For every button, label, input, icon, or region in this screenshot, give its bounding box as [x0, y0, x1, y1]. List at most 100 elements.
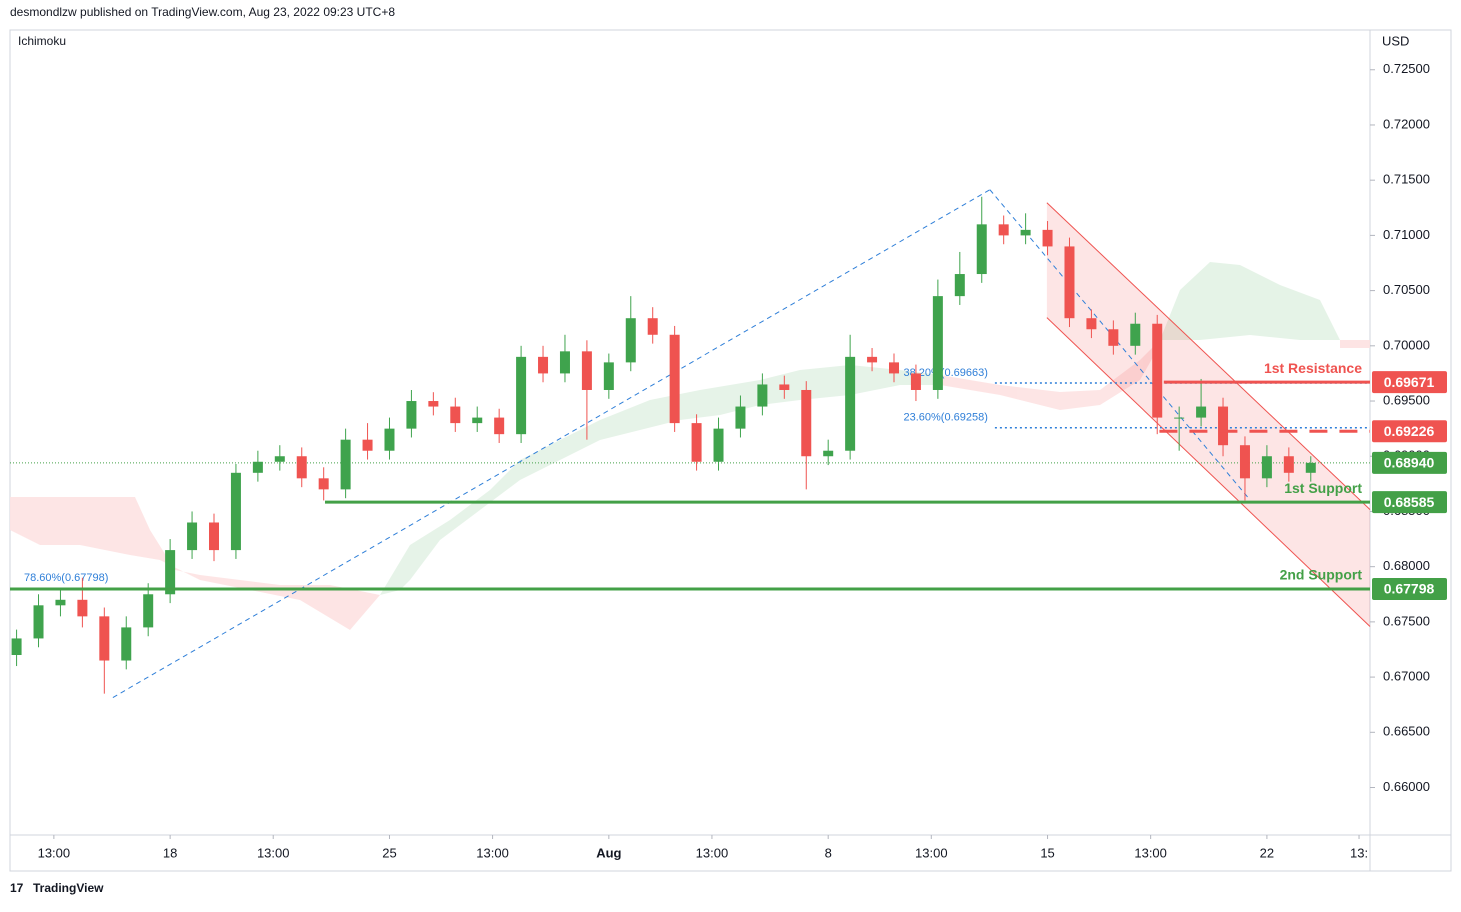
candle-body: [1042, 229, 1053, 247]
candle-body: [187, 522, 198, 551]
x-tick-label: 25: [382, 845, 396, 860]
y-tick-label: 0.70500: [1383, 282, 1430, 297]
candle-body: [209, 522, 219, 551]
price-box: [1372, 491, 1447, 514]
candle-body: [143, 594, 154, 628]
candle-body: [559, 351, 570, 374]
y-tick-label: 0.67500: [1383, 613, 1430, 628]
candle-body: [1283, 456, 1294, 473]
candle-body: [55, 599, 66, 606]
cloud-green: [380, 365, 940, 595]
candle-body: [1218, 406, 1229, 446]
y-tick-label: 0.71000: [1383, 227, 1430, 242]
x-tick-label: 13:00: [257, 845, 290, 860]
level-name: 2nd Support: [1280, 567, 1363, 583]
candle-body: [1196, 406, 1207, 418]
cloud-red: [940, 340, 1160, 410]
candle-body: [450, 406, 461, 424]
price-box-label: 0.69226: [1384, 423, 1435, 439]
candle-body: [823, 450, 834, 457]
y-tick-label: 0.72000: [1383, 116, 1430, 131]
x-tick-label: 13:00: [476, 845, 509, 860]
candle-body: [1174, 417, 1185, 419]
candle-body: [1064, 246, 1075, 319]
level-name: 1st Resistance: [1264, 360, 1362, 376]
frame: [9, 29, 1452, 872]
candle-body: [1108, 329, 1119, 346]
candle-body: [889, 362, 899, 374]
fib-label: 38.20%(0.69663): [903, 367, 987, 379]
candle-body: [538, 356, 549, 374]
candle-body: [998, 224, 1009, 236]
candle-body: [779, 384, 790, 390]
y-tick-label: 0.67000: [1383, 669, 1430, 684]
candle-body: [845, 356, 856, 451]
x-tick-label: Aug: [596, 845, 621, 860]
price-box-label: 0.67798: [1384, 581, 1435, 597]
price-box: [1372, 371, 1447, 394]
candle-body: [713, 428, 724, 462]
y-tick-label: 0.66000: [1383, 779, 1430, 794]
candle-body: [384, 428, 395, 451]
candle-body: [121, 627, 132, 661]
candle-body: [99, 616, 110, 661]
footer-brand: TradingView: [33, 881, 104, 895]
candle-body: [406, 401, 417, 429]
publisher: desmondlzw published on TradingView.com,…: [10, 5, 395, 19]
candle-body: [472, 417, 483, 424]
y-tick-label: 0.72500: [1383, 61, 1430, 76]
channel-fill: [1046, 202, 1370, 627]
y-tick-label: 0.70000: [1383, 337, 1430, 352]
y-tick-label: 0.69500: [1383, 392, 1430, 407]
candle-body: [165, 550, 176, 595]
candle-body: [428, 401, 439, 407]
x-tick-label: 13:00: [1134, 845, 1167, 860]
price-box: [1372, 451, 1447, 474]
x-tick-label: 13:00: [38, 845, 71, 860]
cloud-green: [1160, 262, 1340, 340]
candle-body: [647, 318, 658, 335]
price-box: [1372, 577, 1447, 600]
candle-body: [603, 362, 614, 390]
price-box-label: 0.69671: [1384, 374, 1435, 390]
candle-body: [625, 318, 636, 363]
x-tick-label: 18: [163, 845, 177, 860]
candle-body: [230, 472, 241, 551]
candle-body: [318, 478, 329, 490]
candle-body: [11, 638, 22, 656]
candle-body: [252, 461, 263, 473]
x-tick-label: 8: [825, 845, 832, 860]
x-tick-label: 13:00: [915, 845, 948, 860]
x-tick-label: 15: [1040, 845, 1054, 860]
price-box-label: 0.68585: [1384, 494, 1435, 510]
candle-body: [1130, 323, 1141, 346]
price-box: [1372, 420, 1447, 443]
candle-body: [1020, 229, 1031, 236]
candle-body: [494, 417, 505, 435]
candle-body: [516, 356, 527, 435]
candle-body: [362, 439, 373, 451]
candle-body: [932, 296, 943, 390]
fib-label: 23.60%(0.69258): [903, 412, 987, 424]
candle-body: [757, 384, 768, 407]
candle-body: [1086, 318, 1097, 330]
currency: USD: [1382, 33, 1409, 48]
price-box-label: 0.68940: [1384, 455, 1435, 471]
candle-body: [867, 356, 878, 363]
indicator-label: Ichimoku: [18, 34, 66, 48]
candle-body: [296, 456, 307, 479]
candle-body: [340, 439, 351, 490]
x-tick-label: 13:: [1350, 845, 1368, 860]
cloud-red: [1340, 340, 1370, 348]
trendline: [112, 189, 991, 698]
channel-line: [1046, 317, 1371, 627]
level-name: 1st Support: [1284, 480, 1362, 496]
y-tick-label: 0.71500: [1383, 172, 1430, 187]
logo: 17: [10, 881, 24, 895]
y-tick-label: 0.66500: [1383, 724, 1430, 739]
x-tick-label: 13:00: [696, 845, 729, 860]
trendline: [989, 189, 1251, 500]
candle-body: [735, 406, 746, 429]
